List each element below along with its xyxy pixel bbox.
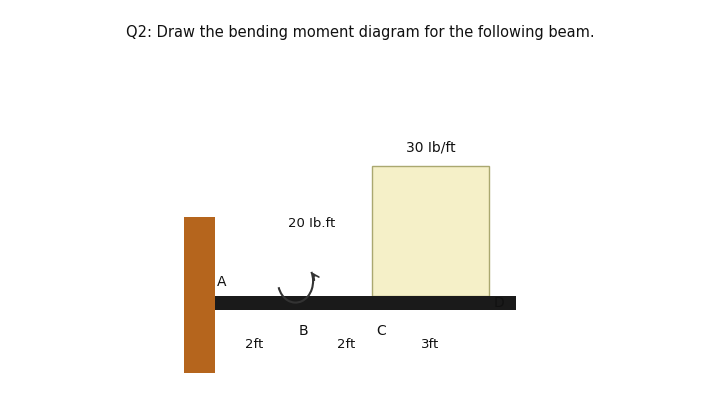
Bar: [215, 296, 516, 309]
Text: 3ft: 3ft: [421, 338, 439, 351]
Text: 30 Ib/ft: 30 Ib/ft: [405, 140, 455, 154]
Text: C: C: [377, 324, 386, 338]
Text: 2ft: 2ft: [246, 338, 264, 351]
Text: 20 Ib.ft: 20 Ib.ft: [288, 217, 335, 230]
Bar: [184, 216, 215, 373]
Text: 2ft: 2ft: [337, 338, 356, 351]
Bar: [372, 166, 489, 296]
Text: D: D: [494, 296, 505, 309]
Text: B: B: [298, 324, 308, 338]
Text: A: A: [217, 275, 227, 289]
Text: Q2: Draw the bending moment diagram for the following beam.: Q2: Draw the bending moment diagram for …: [126, 25, 594, 40]
